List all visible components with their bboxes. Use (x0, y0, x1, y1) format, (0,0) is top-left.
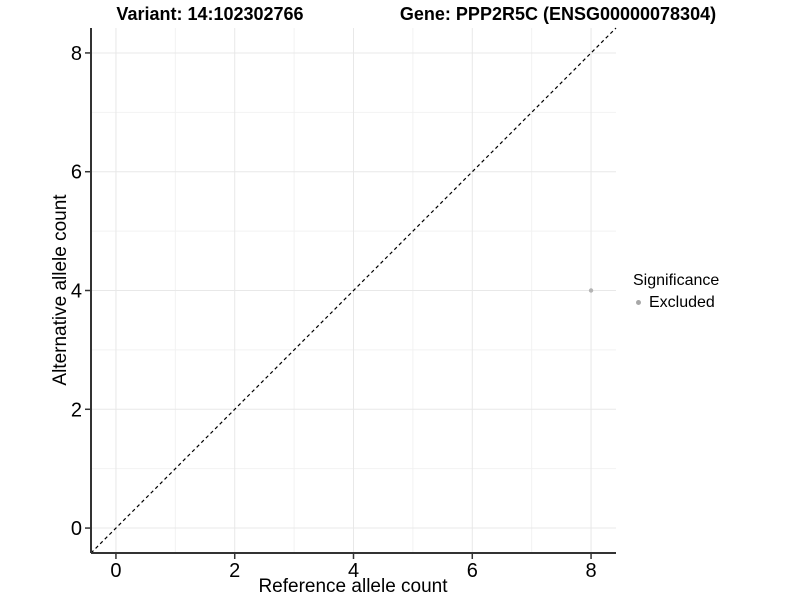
y-tick-label: 0 (71, 518, 82, 540)
legend: Significance Excluded (633, 270, 719, 313)
legend-entry-excluded: Excluded (633, 292, 719, 313)
y-tick-label: 4 (71, 281, 82, 303)
x-tick-label: 6 (467, 560, 478, 582)
gene-title: Gene: PPP2R5C (ENSG00000078304) (399, 4, 717, 24)
y-axis-title: Alternative allele count (50, 194, 71, 386)
data-point (588, 288, 594, 293)
identity-line (90, 27, 617, 554)
y-tick-label: 2 (71, 399, 82, 421)
legend-point-icon (636, 300, 641, 305)
y-tick-label: 8 (71, 43, 82, 65)
legend-title: Significance (633, 272, 720, 289)
x-tick-label: 8 (585, 560, 596, 582)
variant-title: Variant: 14:102302766 (116, 4, 304, 24)
x-tick-label: 0 (110, 560, 121, 582)
x-tick-label: 4 (348, 560, 359, 582)
x-axis-title: Reference allele count (258, 576, 448, 597)
y-tick-label: 6 (71, 162, 82, 184)
x-tick-label: 2 (229, 560, 240, 582)
legend-entry-label: Excluded (649, 294, 715, 311)
